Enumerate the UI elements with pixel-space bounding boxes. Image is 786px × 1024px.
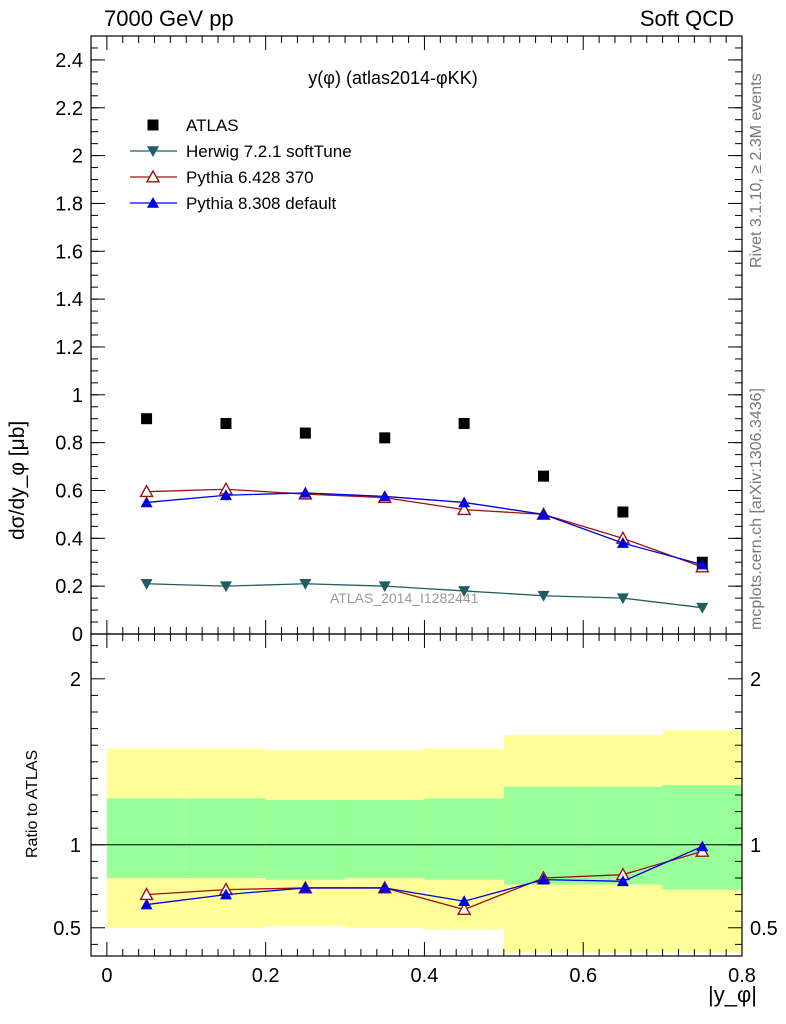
inner-band-bin (345, 799, 425, 878)
ratio-point (219, 888, 232, 900)
data-point (299, 427, 311, 439)
data-point (538, 470, 550, 482)
y-tick-label: 1.8 (55, 193, 83, 215)
data-point (219, 489, 232, 501)
main-y-axis-label: dσ/dy_φ [μb] (6, 421, 30, 540)
data-point (379, 432, 391, 444)
data-point (456, 502, 472, 516)
legend-label: Pythia 6.428 370 (186, 168, 314, 187)
data-point (219, 581, 232, 593)
data-point (458, 586, 471, 597)
ratio-line-0 (146, 850, 703, 911)
y-tick-label: 2.4 (55, 50, 83, 72)
data-point (616, 537, 629, 548)
collision-energy-label: 7000 GeV pp (104, 6, 234, 31)
x-axis-label: |y_φ| (708, 982, 757, 1007)
ratio-y-tick-label: 0.5 (53, 918, 81, 940)
ratio-line-1 (146, 845, 703, 906)
inner-band-bin (503, 786, 584, 885)
series-line-1 (146, 583, 703, 609)
data-point (299, 578, 312, 590)
data-point (458, 496, 471, 508)
plot-title: y(φ) (atlas2014-φKK) (308, 68, 478, 88)
analysis-watermark: ATLAS_2014_I1282441 (330, 590, 479, 606)
y-tick-label: 0.2 (55, 576, 83, 598)
ratio-point (140, 898, 153, 910)
x-tick-label: 0.4 (411, 965, 439, 987)
data-point (696, 558, 709, 570)
data-point (617, 506, 629, 518)
y-tick-label: 2.2 (55, 98, 83, 120)
legend-label: ATLAS (186, 116, 239, 135)
data-point (696, 602, 709, 614)
ratio-series-layer (139, 840, 710, 916)
ratio-point (458, 895, 471, 907)
legend-marker (147, 119, 159, 131)
ratio-point (378, 881, 391, 893)
ratio-point (696, 840, 709, 852)
legend-label: Herwig 7.2.1 softTune (186, 142, 352, 161)
ratio-y-tick-label-right: 1 (750, 835, 761, 857)
y-tick-label: 2 (72, 146, 83, 168)
y-tick-label: 1.6 (55, 241, 83, 263)
data-point (220, 418, 232, 430)
x-tick-label: 0.8 (728, 965, 756, 987)
data-point (378, 581, 391, 593)
x-tick-label: 0 (101, 965, 112, 987)
data-point (616, 593, 629, 605)
axes-layer: 0 0.2 0.4 0.6 0.8 1 1.2 1.4 1.6 1.8 2 2.2 2.4 0.5 0.5 1… (53, 35, 778, 987)
y-tick-label: 1.4 (55, 289, 83, 311)
ratio-y-tick-label: 2 (70, 669, 81, 691)
inner-band-bin (662, 785, 742, 890)
ratio-y-tick-label-right: 2 (750, 669, 761, 691)
legend-marker (147, 197, 159, 208)
series-line-2 (146, 488, 703, 568)
rivet-version-label: Rivet 3.1.10, ≥ 2.3M events (748, 73, 765, 268)
ratio-point (616, 875, 629, 887)
data-point (141, 413, 153, 425)
y-tick-label: 1 (72, 385, 83, 407)
data-point (537, 508, 550, 520)
data-point (140, 496, 153, 508)
data-point (140, 578, 153, 590)
ratio-uncertainty-bands (91, 730, 742, 953)
y-tick-label: 0.6 (55, 480, 83, 502)
inner-band-bin (265, 799, 346, 880)
legend-label: Pythia 8.308 default (186, 194, 337, 213)
process-label: Soft QCD (639, 6, 734, 31)
y-tick-label: 0.4 (55, 528, 83, 550)
x-tick-label: 0.6 (569, 965, 597, 987)
y-axis-label-text: dσ/dy_φ [μb] (6, 420, 29, 540)
y-tick-label: 0 (72, 624, 83, 646)
data-point (299, 486, 312, 498)
legend-marker (145, 169, 161, 183)
ratio-point (537, 873, 550, 885)
inner-band-bin (106, 798, 187, 878)
mcplots-reference-label: mcplots.cern.ch [arXiv:1306.3436] (748, 388, 765, 630)
ratio-point (456, 902, 472, 916)
data-point (458, 418, 470, 430)
inner-band-bin (424, 798, 504, 880)
data-point (378, 490, 391, 502)
ratio-y-tick-label-right: 0.5 (750, 918, 778, 940)
ratio-point (299, 881, 312, 893)
y-tick-label: 0.8 (55, 433, 83, 455)
x-tick-label: 0.2 (252, 965, 280, 987)
ratio-y-tick-label: 1 (70, 835, 81, 857)
legend-marker (147, 146, 159, 157)
ratio-y-axis-label: Ratio to ATLAS (24, 749, 41, 858)
inner-band-bin (186, 798, 266, 878)
y-tick-label: 1.2 (55, 337, 83, 359)
legend: ATLAS Herwig 7.2.1 softTune Pythia 6.428 3… (130, 116, 352, 213)
data-point (537, 590, 550, 602)
main-series-layer (139, 413, 710, 614)
series-line-3 (146, 492, 703, 566)
